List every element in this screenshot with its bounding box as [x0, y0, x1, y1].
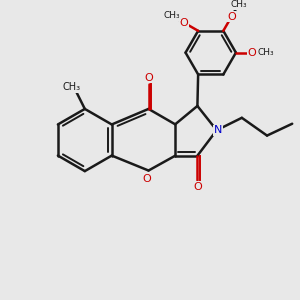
Text: CH₃: CH₃	[230, 0, 247, 9]
Text: O: O	[227, 12, 236, 22]
Text: O: O	[143, 174, 152, 184]
Text: O: O	[180, 18, 188, 28]
Text: CH₃: CH₃	[258, 48, 274, 57]
Text: O: O	[193, 182, 202, 191]
Text: CH₃: CH₃	[164, 11, 180, 20]
Text: N: N	[214, 125, 222, 135]
Text: CH₃: CH₃	[62, 82, 80, 92]
Text: O: O	[144, 73, 153, 83]
Text: O: O	[248, 48, 256, 58]
